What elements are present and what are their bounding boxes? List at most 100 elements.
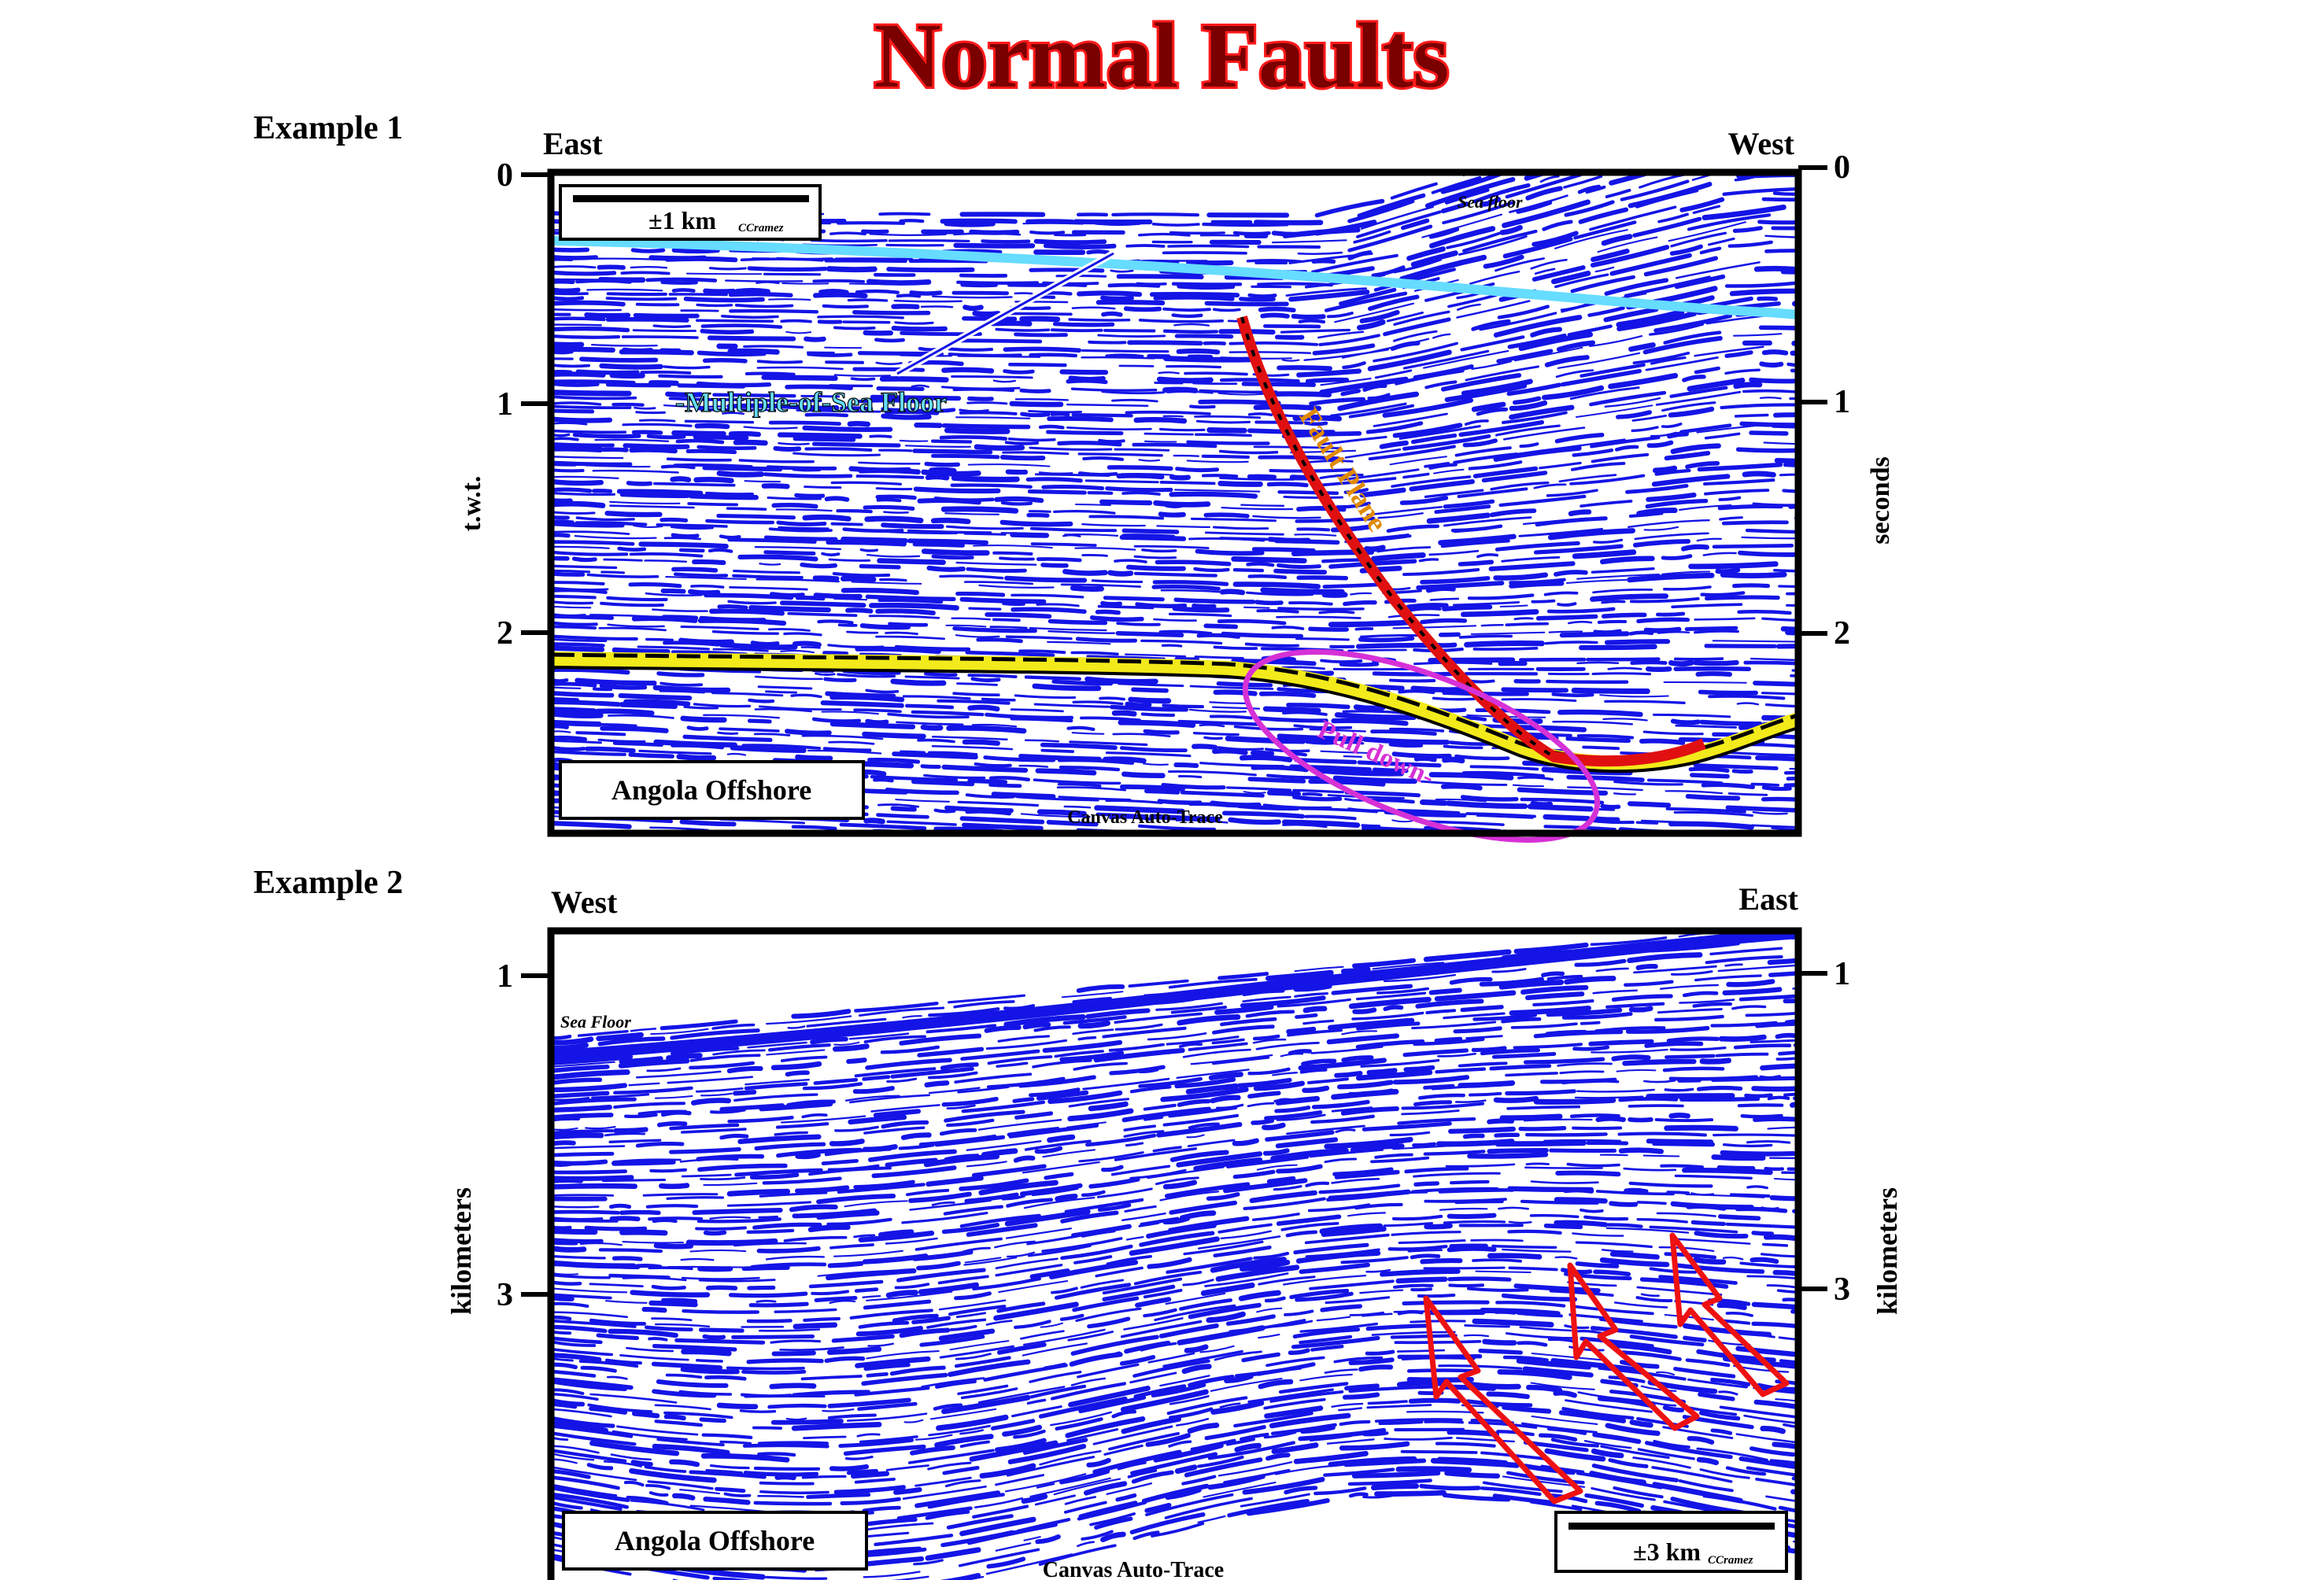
seismic-reflector-stroke (1661, 570, 1711, 575)
seismic-reflector-stroke (551, 719, 602, 727)
seismic-reflector-stroke (696, 1359, 723, 1363)
seismic-reflector-stroke (974, 444, 1025, 451)
seismic-reflector-stroke (1373, 268, 1456, 292)
seismic-reflector-stroke (1318, 610, 1355, 615)
seismic-reflector-stroke (967, 463, 1051, 467)
seismic-reflector-stroke (1081, 1530, 1114, 1541)
seismic-reflector-stroke (652, 608, 708, 612)
seismic-reflector-stroke (1292, 788, 1344, 794)
seismic-reflector-stroke (1165, 1292, 1226, 1305)
seismic-reflector-stroke (1406, 603, 1449, 610)
seismic-reflector-stroke (1195, 419, 1251, 424)
seismic-reflector-stroke (681, 1173, 732, 1178)
seismic-reflector-stroke (1258, 691, 1317, 698)
seismic-reflector-stroke (619, 1056, 663, 1065)
seismic-reflector-stroke (1162, 307, 1211, 312)
seismic-reflector-stroke (997, 1342, 1047, 1355)
seismic-reflector-stroke (934, 1434, 994, 1448)
seismic-reflector-stroke (1476, 814, 1534, 819)
seismic-reflector-stroke (1635, 821, 1659, 825)
seismic-reflector-stroke (1076, 984, 1125, 993)
seismic-reflector-stroke (780, 600, 866, 608)
seismic-reflector-stroke (728, 1291, 808, 1298)
seismic-reflector-stroke (807, 1224, 851, 1233)
seismic-reflector-stroke (853, 1234, 876, 1239)
seismic-reflector-stroke (1003, 1004, 1036, 1010)
seismic-reflector-stroke (1517, 776, 1554, 781)
seismic-reflector-stroke (941, 764, 1029, 773)
seismic-reflector-stroke (731, 1334, 815, 1339)
seismic-reflector-stroke (1782, 870, 1826, 873)
seismic-reflector-stroke (1174, 1464, 1198, 1475)
seismic-reflector-stroke (1162, 1113, 1239, 1127)
seismic-reflector-stroke (1720, 403, 1798, 410)
seismic-reflector-stroke (825, 360, 864, 364)
seismic-reflector-stroke (1580, 1336, 1654, 1349)
seismic-reflector-stroke (765, 1255, 825, 1261)
seismic-reflector-stroke (1343, 741, 1365, 745)
seismic-reflector-stroke (1720, 571, 1787, 579)
seismic-reflector-stroke (681, 1276, 760, 1280)
seismic-reflector-stroke (630, 1028, 657, 1032)
seismic-reflector-stroke (1293, 1242, 1369, 1255)
seismic-reflector-stroke (881, 530, 958, 535)
seismic-reflector-stroke (1592, 1432, 1642, 1445)
seismic-reflector-stroke (1013, 1155, 1036, 1163)
seismic-reflector-stroke (696, 1154, 765, 1161)
seismic-reflector-stroke (551, 1408, 612, 1418)
seismic-reflector-stroke (1331, 1177, 1380, 1184)
seismic-reflector-stroke (551, 550, 629, 556)
seismic-reflector-stroke (1393, 258, 1443, 274)
seismic-reflector-stroke (1022, 1438, 1088, 1455)
seismic-reflector-stroke (729, 308, 819, 314)
seismic-reflector-stroke (1653, 1014, 1724, 1022)
seismic-reflector-stroke (767, 1043, 831, 1052)
seismic-reflector-stroke (679, 1489, 721, 1495)
seismic-reflector-stroke (894, 1283, 930, 1290)
seismic-reflector-stroke (1727, 840, 1809, 844)
seismic-reflector-stroke (905, 703, 955, 710)
seismic-reflector-stroke (1036, 1482, 1055, 1489)
seismic-reflector-stroke (1129, 1371, 1177, 1384)
seismic-reflector-stroke (1565, 736, 1631, 744)
seismic-reflector-stroke (1342, 361, 1366, 370)
seismic-reflector-stroke (1616, 1069, 1657, 1072)
seismic-reflector-stroke (994, 1240, 1036, 1249)
seismic-reflector-stroke (1214, 1350, 1262, 1361)
seismic-reflector-stroke (1679, 1096, 1761, 1102)
seismic-reflector-stroke (1551, 692, 1594, 697)
seismic-reflector-stroke (651, 1361, 722, 1370)
seismic-reflector-stroke (551, 521, 625, 528)
seismic-reflector-stroke (1717, 504, 1783, 511)
seismic-reflector-stroke (927, 1461, 972, 1471)
seismic-reflector-stroke (1505, 622, 1549, 627)
seismic-reflector-stroke (1502, 199, 1591, 228)
seismic-reflector-stroke (1062, 1015, 1127, 1025)
seismic-reflector-stroke (1685, 794, 1741, 801)
seismic-reflector-stroke (660, 464, 696, 470)
seismic-reflector-stroke (950, 483, 1033, 489)
seismic-reflector-stroke (1103, 596, 1165, 602)
seismic-reflector-stroke (600, 725, 669, 733)
seismic-reflector-stroke (1232, 1138, 1259, 1146)
seismic-reflector-stroke (1054, 233, 1087, 237)
seismic-reflector-stroke (771, 502, 818, 509)
seismic-reflector-stroke (1622, 854, 1705, 858)
seismic-reflector-stroke (861, 1372, 948, 1386)
seismic-reflector-stroke (1350, 592, 1373, 596)
right-tick-1-1: 1 (1834, 384, 1850, 420)
seismic-reflector-stroke (1266, 1176, 1296, 1184)
seismic-reflector-stroke (1783, 783, 1798, 788)
seismic-reflector-stroke (1794, 543, 1798, 549)
seismic-reflector-stroke (1240, 1260, 1291, 1272)
seismic-reflector-stroke (551, 1319, 637, 1328)
seismic-reflector-stroke (1356, 991, 1427, 1001)
seismic-reflector-stroke (978, 584, 1055, 589)
seismic-reflector-stroke (1219, 1402, 1241, 1408)
seismic-reflector-stroke (1601, 234, 1633, 246)
seismic-reflector-stroke (1570, 275, 1635, 293)
seismic-reflector-stroke (1097, 334, 1166, 338)
seismic-reflector-stroke (1423, 1150, 1486, 1156)
seismic-reflector-stroke (551, 1178, 583, 1183)
seismic-reflector-stroke (1337, 391, 1420, 412)
